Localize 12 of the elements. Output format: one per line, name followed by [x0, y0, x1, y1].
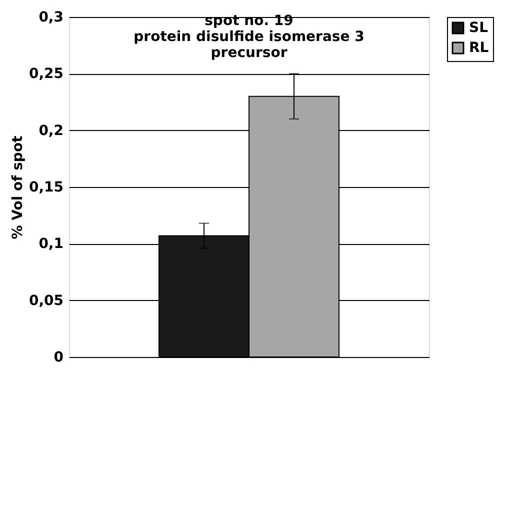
- y-tick-label: 0,1: [38, 236, 64, 252]
- y-tick-label: 0,25: [28, 66, 64, 82]
- y-tick-label: 0,2: [38, 122, 64, 139]
- legend-label: SL: [469, 20, 488, 36]
- y-tick-label: 0,3: [38, 10, 64, 26]
- y-axis-title: % Vol of spot: [10, 135, 26, 240]
- y-tick-label: 0,15: [28, 180, 64, 196]
- y-tick-label: 0,05: [28, 292, 64, 309]
- text: precursor: [210, 45, 288, 61]
- text: protein disulfide isomerase 3: [134, 29, 364, 45]
- y-tick-label: 0: [54, 350, 64, 366]
- legend-label: RL: [469, 40, 489, 56]
